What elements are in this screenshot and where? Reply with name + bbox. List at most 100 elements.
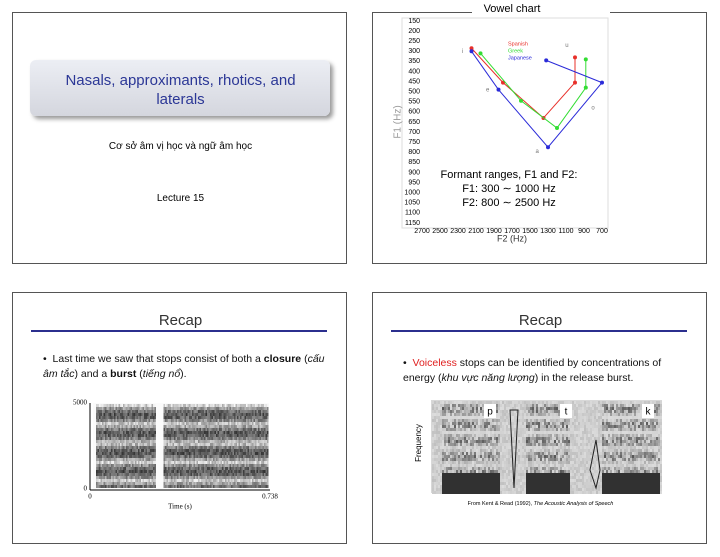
spectrogram-cell <box>108 419 110 422</box>
spectrogram-cell <box>440 488 442 491</box>
spectrogram-cell <box>204 410 206 413</box>
spectrogram-cell <box>243 470 245 473</box>
spectrogram-cell <box>177 458 179 461</box>
spectrogram-cell <box>183 470 185 473</box>
spectrogram-cell <box>534 422 536 425</box>
spectrogram-cell <box>126 443 128 446</box>
spectrogram-cell <box>488 437 490 440</box>
spectrogram-cell <box>183 440 185 443</box>
spectrogram-cell <box>187 452 189 455</box>
spectrogram-cell <box>220 473 222 476</box>
spectrogram-cell <box>174 467 176 470</box>
spectrogram-cell <box>508 449 510 452</box>
spectrogram-cell <box>168 434 170 437</box>
spectrogram-cell <box>436 437 438 440</box>
spectrogram-cell <box>127 449 129 452</box>
spectrogram-cell <box>458 440 460 443</box>
spectrogram-cell <box>183 413 185 416</box>
spectrogram-cell <box>522 407 524 410</box>
spectrogram-cell <box>112 413 114 416</box>
spectrogram-cell <box>474 422 476 425</box>
spectrogram-cell <box>243 410 245 413</box>
spectrogram-cell <box>508 434 510 437</box>
slide-title: Nasals, approximants, rhotics, and later… <box>65 72 296 108</box>
spectrogram-cell <box>546 485 548 488</box>
spectrogram-cell <box>243 413 245 416</box>
spectrogram-cell <box>255 485 257 488</box>
spectrogram-cell <box>115 455 117 458</box>
spectrogram-cell <box>444 470 446 473</box>
spectrogram-cell <box>536 443 538 446</box>
spectrogram-cell <box>208 458 210 461</box>
spectrogram-cell <box>168 476 170 479</box>
spectrogram-cell <box>132 434 134 437</box>
spectrogram-cell <box>169 440 171 443</box>
spectrogram-cell <box>111 446 113 449</box>
spectrogram-cell <box>114 440 116 443</box>
spectrogram-cell <box>219 485 221 488</box>
spectrogram-cell <box>256 404 258 407</box>
spectrogram-cell <box>472 455 474 458</box>
spectrogram-cell <box>213 440 215 443</box>
spectrogram-cell <box>108 476 110 479</box>
spectrogram-cell <box>234 419 236 422</box>
spectrogram-cell <box>536 407 538 410</box>
spectrogram-cell <box>121 419 123 422</box>
spectrogram-cell <box>151 404 153 407</box>
spectrogram-cell <box>542 464 544 467</box>
spectrogram-cell <box>466 428 468 431</box>
spectrogram-cell <box>196 431 198 434</box>
spectrogram-cell <box>232 434 234 437</box>
spectrogram-cell <box>214 419 216 422</box>
spectrogram-cell <box>163 485 165 488</box>
spectrogram-cell <box>446 407 448 410</box>
spectrogram-cell <box>446 422 448 425</box>
spectrogram-cell <box>235 425 237 428</box>
spectrogram-cell <box>500 401 502 404</box>
spectrogram-cell <box>123 431 125 434</box>
spectrogram-cell <box>256 437 258 440</box>
spectrogram-cell <box>120 467 122 470</box>
spectrogram-cell <box>120 440 122 443</box>
spectrogram-cell <box>139 425 141 428</box>
spectrogram-cell <box>536 464 538 467</box>
spectrogram-cell <box>172 452 174 455</box>
spectrogram-cell <box>208 437 210 440</box>
spectrogram-cell <box>264 449 266 452</box>
spectrogram-cell <box>102 467 104 470</box>
spectrogram-cell <box>124 485 126 488</box>
spectrogram-cell <box>264 452 266 455</box>
spectrogram-cell <box>222 458 224 461</box>
spectrogram-cell <box>255 413 257 416</box>
spectrogram-cell <box>166 419 168 422</box>
spectrogram-cell <box>169 470 171 473</box>
spectrogram-cell <box>199 470 201 473</box>
spectrogram-cell <box>142 473 144 476</box>
spectrogram-cell <box>181 464 183 467</box>
spectrogram-cell <box>97 473 99 476</box>
spectrogram-cell <box>528 479 530 482</box>
spectrogram-cell <box>460 437 462 440</box>
spectrogram-cell <box>500 404 502 407</box>
spectrogram-cell <box>504 479 506 482</box>
spectrogram-cell <box>550 443 552 446</box>
spectrogram-cell <box>220 431 222 434</box>
spectrogram-cell <box>438 434 440 437</box>
spectrogram-cell <box>508 470 510 473</box>
spectrogram-cell <box>552 401 554 404</box>
spectrogram-cell <box>108 446 110 449</box>
spectrogram-cell <box>184 428 186 431</box>
spectrogram-cell <box>198 449 200 452</box>
spectrogram-cell <box>498 437 500 440</box>
spectrogram-cell <box>243 437 245 440</box>
spectrogram-cell <box>544 437 546 440</box>
spectrogram-cell <box>550 419 552 422</box>
spectrogram-cell <box>198 479 200 482</box>
spectrogram-cell <box>454 431 456 434</box>
spectrogram-cell <box>150 428 152 431</box>
spectrogram-cell <box>154 413 156 416</box>
spectrogram-cell <box>244 482 246 485</box>
spectrogram-cell <box>208 440 210 443</box>
spectrogram-cell <box>211 410 213 413</box>
spectrogram-cell <box>544 422 546 425</box>
